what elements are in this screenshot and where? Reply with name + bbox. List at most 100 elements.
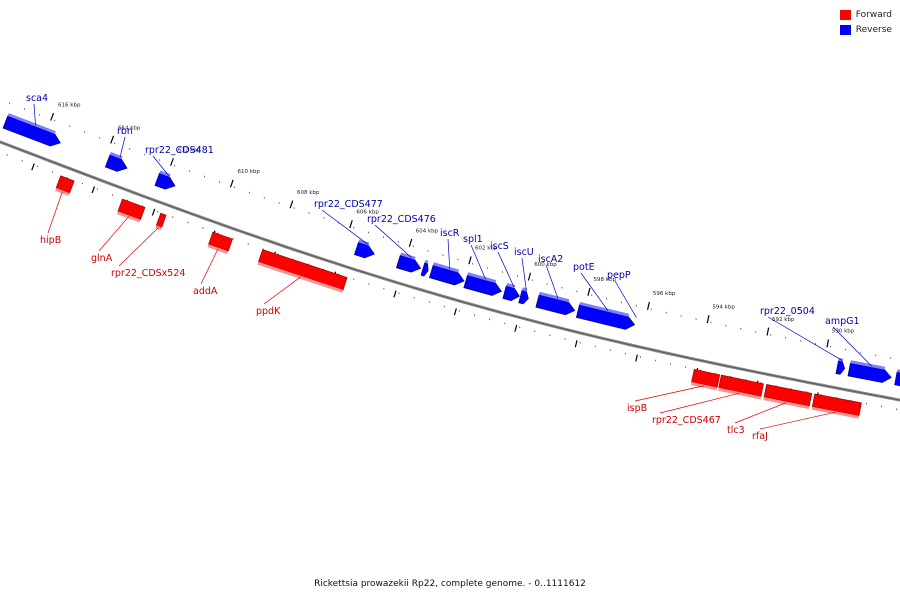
gene-shade	[358, 239, 370, 246]
backbone-core	[0, 141, 900, 401]
gene-shade	[433, 262, 459, 273]
forward-gene-ppdK[interactable]	[257, 249, 348, 293]
gene-arrow[interactable]	[847, 362, 892, 383]
forward-gene-rpr22_CDSx524[interactable]	[155, 212, 167, 231]
gene-arrow[interactable]	[894, 371, 900, 387]
forward-gene-ispB[interactable]	[690, 368, 721, 391]
gene-label-rfaJ[interactable]: rfaJ	[752, 431, 768, 442]
gene-shade	[467, 272, 497, 283]
gene-shade	[897, 369, 900, 373]
gene-arrow[interactable]	[420, 262, 429, 277]
reverse-gene-potE[interactable]	[575, 302, 636, 330]
gene-arrow[interactable]	[429, 264, 465, 286]
gene-arrow[interactable]	[575, 304, 636, 330]
gene-label-tlc3[interactable]: tlc3	[727, 425, 745, 436]
minor-tick-inner	[398, 292, 400, 295]
gene-label-sca4[interactable]: sca4	[26, 93, 48, 104]
gene-label-rpr22_CDS481[interactable]: rpr22_CDS481	[145, 145, 214, 156]
gene-arrow[interactable]	[463, 274, 502, 296]
major-tick	[170, 157, 174, 166]
reverse-gene-ampG1[interactable]	[847, 360, 892, 383]
minor-tick-outer	[8, 102, 11, 105]
major-tick-inner	[453, 308, 457, 316]
legend-forward[interactable]: Forward	[839, 8, 892, 22]
minor-tick-outer	[188, 170, 191, 172]
gene-label-iscU[interactable]: iscU	[514, 247, 534, 258]
reverse-gene-rpr22_CDS477[interactable]	[354, 239, 375, 259]
legend-reverse[interactable]: Reverse	[839, 23, 892, 37]
reverse-gene-sca4[interactable]	[2, 113, 61, 147]
forward-gene-hipB[interactable]	[55, 175, 75, 196]
forward-gene-rfaJ[interactable]	[811, 393, 862, 419]
reverse-gene-rpr22_CDS481[interactable]	[154, 170, 176, 190]
forward-gene-tlc3[interactable]	[763, 384, 813, 409]
gene-label-iscS[interactable]: iscS	[490, 241, 509, 252]
leader-line	[200, 248, 219, 285]
gene-shade	[159, 170, 171, 177]
minor-tick-outer	[39, 113, 41, 116]
minor-tick-inner	[654, 359, 657, 362]
gene-label-hipB[interactable]: hipB	[40, 235, 61, 246]
forward-gene-rpr22_CDS467[interactable]	[718, 374, 764, 400]
minor-tick-outer	[308, 212, 310, 214]
reverse-gene-iscA2[interactable]	[535, 291, 576, 316]
gene-label-iscA2[interactable]: iscA2	[538, 254, 563, 265]
major-tick	[468, 256, 472, 265]
leader-line	[263, 276, 301, 305]
reverse-gene-iscU[interactable]	[518, 287, 529, 305]
gene-label-ppdK[interactable]: ppdK	[256, 306, 281, 317]
gene-arrow[interactable]	[155, 212, 167, 228]
minor-tick-inner	[534, 330, 536, 333]
tick-label: 598 kbp	[594, 277, 617, 283]
gene-label-addA[interactable]: addA	[193, 286, 218, 297]
gene-label-rbn[interactable]: rbn	[117, 126, 133, 137]
minor-tick-inner	[202, 227, 204, 229]
minor-tick-outer	[859, 351, 862, 354]
gene-arrow[interactable]	[396, 254, 422, 273]
leader-line	[497, 251, 515, 288]
minor-tick-outer	[472, 262, 474, 265]
forward-gene-glnA[interactable]	[116, 198, 146, 223]
gene-label-spl1[interactable]: spl1	[463, 234, 483, 245]
gene-label-glnA[interactable]: glnA	[91, 253, 113, 264]
reverse-gene-spl1[interactable]	[463, 272, 502, 296]
gene-label-rpr22_CDS476[interactable]: rpr22_CDS476	[367, 214, 436, 225]
gene-shade	[850, 360, 886, 370]
gene-arrow[interactable]	[104, 154, 128, 172]
reverse-gene-rpr22_0504[interactable]	[835, 357, 846, 375]
leader-line	[321, 209, 368, 245]
minor-tick-inner	[639, 356, 642, 358]
gene-arrow[interactable]	[502, 285, 520, 302]
minor-tick-outer	[546, 283, 548, 285]
major-tick	[408, 238, 413, 247]
gene-arrow[interactable]	[518, 289, 529, 305]
gene-label-iscR[interactable]: iscR	[440, 228, 460, 239]
reverse-gene-unnamed-15[interactable]	[894, 369, 900, 387]
gene-label-pepP[interactable]: pepP	[607, 270, 631, 281]
gene-label-potE[interactable]: potE	[573, 262, 595, 273]
gene-shade	[763, 397, 810, 409]
reverse-gene-rpr22_CDS476[interactable]	[396, 252, 422, 273]
gene-label-rpr22_CDS467[interactable]: rpr22_CDS467	[652, 415, 721, 426]
reverse-gene-iscS[interactable]	[502, 283, 520, 302]
gene-label-ispB[interactable]: ispB	[627, 403, 647, 414]
gene-label-ampG1[interactable]: ampG1	[825, 316, 860, 327]
gene-arrow[interactable]	[154, 172, 176, 190]
forward-gene-addA[interactable]	[207, 231, 233, 255]
minor-tick-outer	[248, 191, 251, 194]
reverse-gene-rbn[interactable]	[104, 152, 128, 172]
reverse-gene-unnamed-5[interactable]	[420, 259, 429, 277]
major-tick	[289, 200, 294, 209]
gene-arrow[interactable]	[258, 249, 348, 291]
gene-label-rpr22_CDS477[interactable]: rpr22_CDS477	[314, 199, 383, 210]
gene-arrow[interactable]	[835, 360, 846, 375]
reverse-gene-iscR[interactable]	[429, 262, 465, 286]
gene-arrow[interactable]	[2, 115, 61, 147]
minor-tick-outer	[710, 321, 712, 324]
gene-arrow[interactable]	[354, 241, 375, 259]
gene-arrow[interactable]	[535, 294, 576, 316]
minor-tick-outer	[84, 131, 86, 133]
major-tick-inner	[574, 340, 578, 348]
gene-label-rpr22_0504[interactable]: rpr22_0504	[760, 306, 815, 317]
gene-label-rpr22_CDSx524[interactable]: rpr22_CDSx524	[111, 268, 185, 279]
